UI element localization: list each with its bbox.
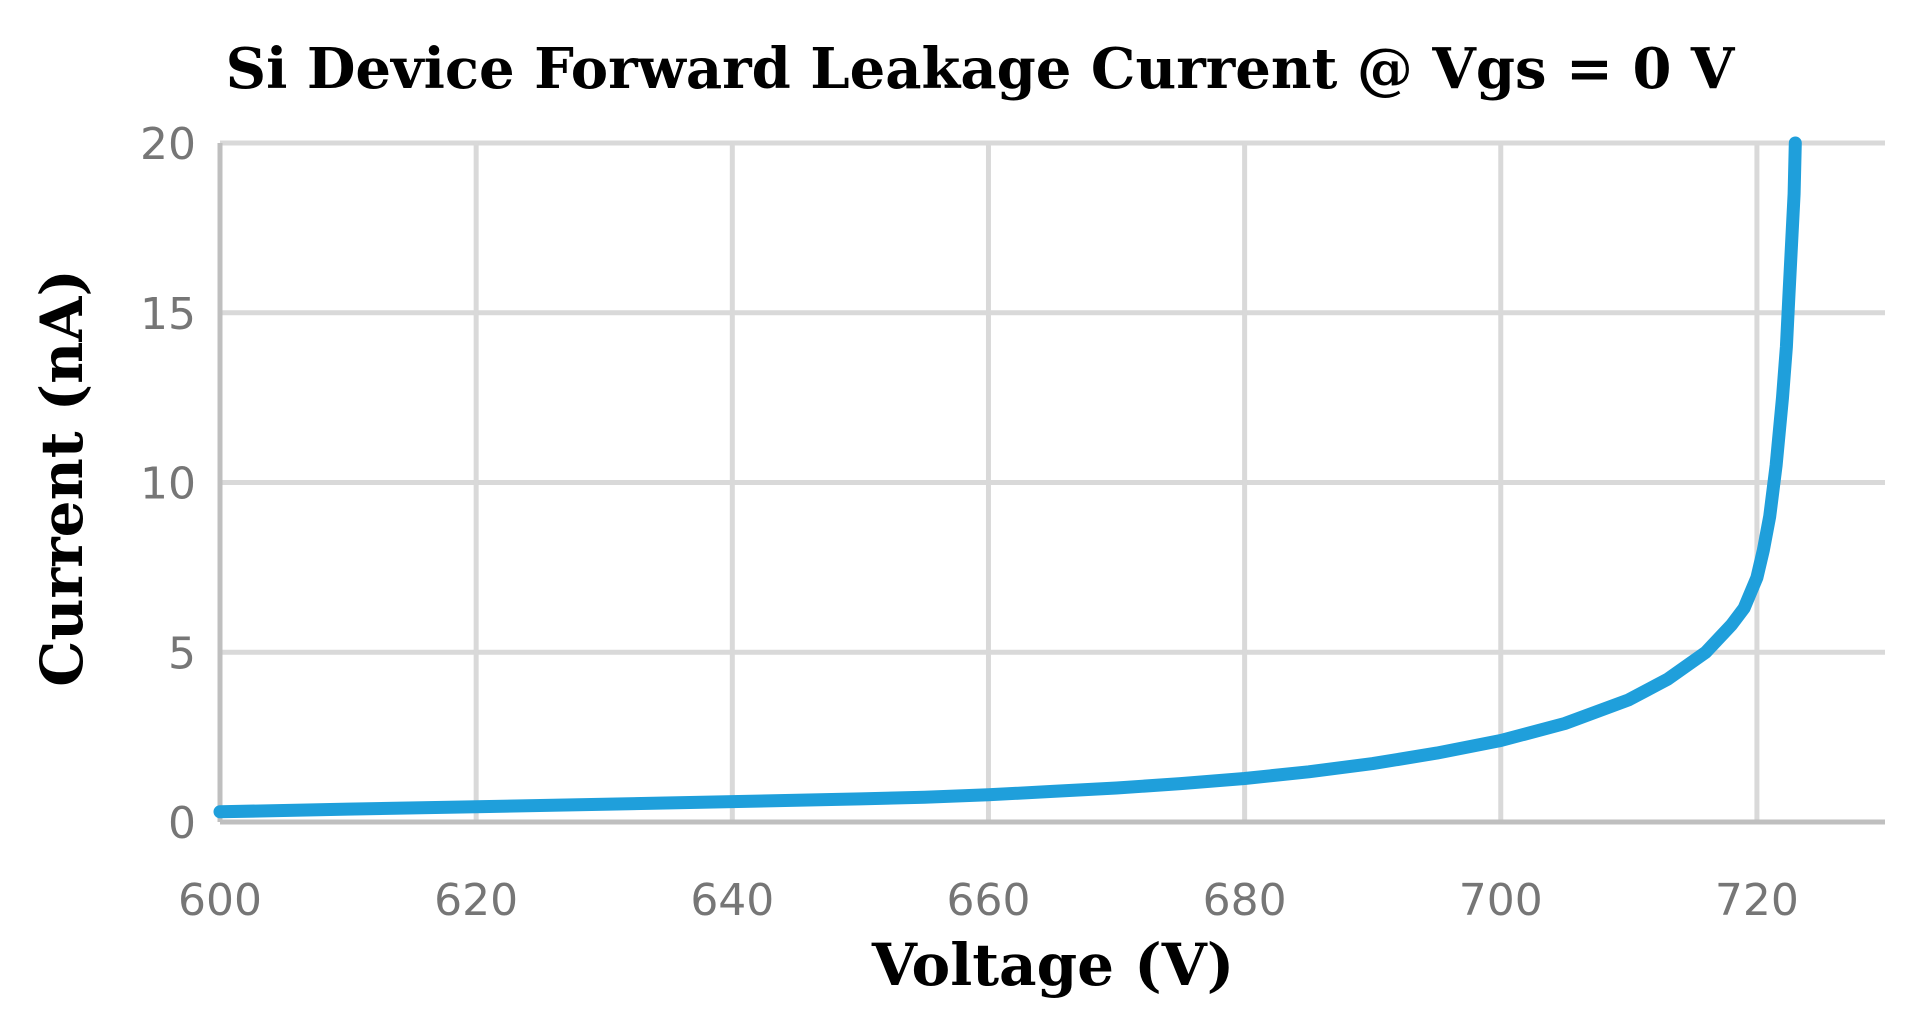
x-tick-label: 680 (1203, 875, 1287, 926)
vertical-gridlines (473, 143, 1760, 822)
x-tick-labels: 600 620 640 660 680 700 720 (178, 875, 1799, 926)
x-tick-label: 640 (690, 875, 774, 926)
x-tick-label: 720 (1715, 875, 1799, 926)
horizontal-gridlines (220, 140, 1885, 655)
y-tick-label: 15 (140, 289, 196, 340)
y-axis-label: Current (nA) (28, 269, 96, 687)
series-line-0 (213, 136, 1802, 819)
y-tick-labels: 0 5 10 15 20 (140, 119, 196, 849)
series-layer (213, 136, 1802, 819)
x-tick-label: 700 (1459, 875, 1543, 926)
y-tick-label: 20 (140, 119, 196, 170)
x-tick-label: 620 (434, 875, 518, 926)
y-tick-label: 10 (140, 459, 196, 510)
y-tick-label: 5 (168, 628, 196, 679)
x-axis-label: Voltage (V) (871, 931, 1234, 999)
x-tick-label: 660 (946, 875, 1030, 926)
chart-title: Si Device Forward Leakage Current @ Vgs … (226, 36, 1736, 102)
x-tick-label: 600 (178, 875, 262, 926)
y-tick-label: 0 (168, 798, 196, 849)
axes (217, 143, 1885, 825)
